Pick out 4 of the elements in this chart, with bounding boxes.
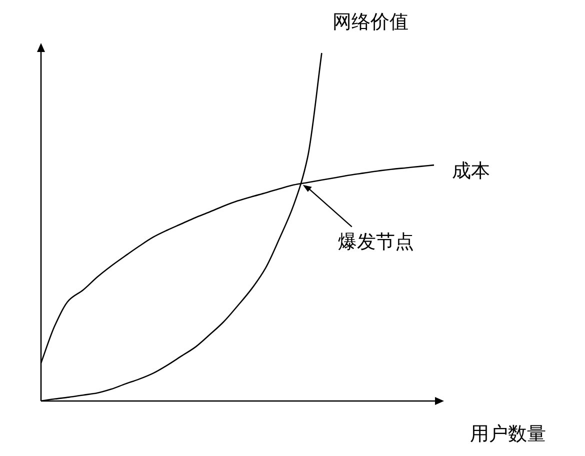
annotation: 爆发节点	[338, 230, 414, 253]
series-label: 网络价值	[332, 11, 409, 33]
x-axis-title: 用户数量	[470, 423, 546, 445]
series-label: 成本	[452, 160, 490, 182]
